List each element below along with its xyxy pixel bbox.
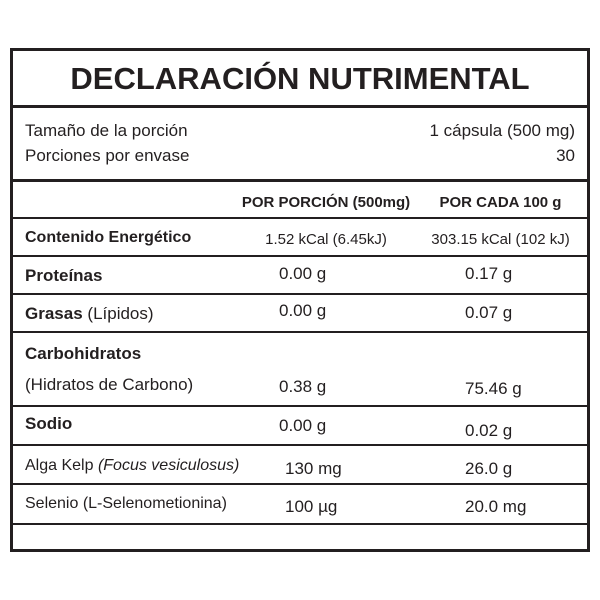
nutrition-label: DECLARACIÓN NUTRIMENTAL Tamaño de la por…: [10, 48, 590, 552]
row-name: Proteínas: [25, 266, 103, 285]
column-header: POR CADA 100 g: [439, 194, 562, 211]
serving-value: 30: [556, 146, 575, 165]
per-serving: 100 µg: [285, 497, 338, 516]
divider: [13, 255, 587, 257]
row-note: (Focus vesiculosus): [97, 457, 240, 474]
column-header: POR PORCIÓN (500mg): [241, 194, 411, 211]
row-name: Sodio: [25, 414, 73, 433]
row-name: Alga Kelp (Focus vesiculosus): [25, 456, 239, 476]
per-serving: 0.00 g: [279, 264, 327, 283]
per-serving: 1.52 kCal (6.45kJ): [265, 231, 387, 248]
divider: [13, 405, 587, 407]
per-100g: 20.0 mg: [465, 497, 527, 516]
row-note: (Hidratos de Carbono): [25, 375, 194, 394]
row-note: (Lípidos): [87, 304, 154, 323]
row-name: Carbohidratos: [25, 344, 142, 363]
divider: [13, 217, 587, 219]
per-100g: 26.0 g: [465, 459, 513, 478]
divider: [13, 483, 587, 485]
per-serving: 130 mg: [285, 459, 342, 478]
title: DECLARACIÓN NUTRIMENTAL: [70, 61, 530, 96]
per-100g: 0.02 g: [465, 421, 513, 440]
serving-value: 1 cápsula (500 mg): [429, 121, 575, 140]
divider: [13, 331, 587, 333]
per-100g: 0.17 g: [465, 264, 513, 283]
per-serving: 0.00 g: [279, 301, 327, 320]
per-100g: 0.07 g: [465, 303, 513, 322]
divider: [13, 293, 587, 295]
divider: [13, 179, 587, 182]
divider: [13, 105, 587, 108]
divider: [13, 523, 587, 525]
divider: [13, 444, 587, 446]
per-serving: 0.00 g: [279, 416, 327, 435]
per-serving: 0.38 g: [279, 377, 327, 396]
per-100g: 303.15 kCal (102 kJ): [431, 231, 570, 248]
row-name: Grasas (Lípidos): [25, 304, 154, 324]
per-100g: 75.46 g: [465, 379, 522, 398]
row-name: Selenio (L-Selenometionina): [25, 495, 227, 512]
row-name: Contenido Energético: [25, 229, 192, 246]
row-name: Grasas: [25, 304, 83, 323]
row-name: Alga Kelp: [25, 457, 94, 474]
serving-label: Tamaño de la porción: [25, 121, 188, 140]
serving-label: Porciones por envase: [25, 146, 190, 165]
